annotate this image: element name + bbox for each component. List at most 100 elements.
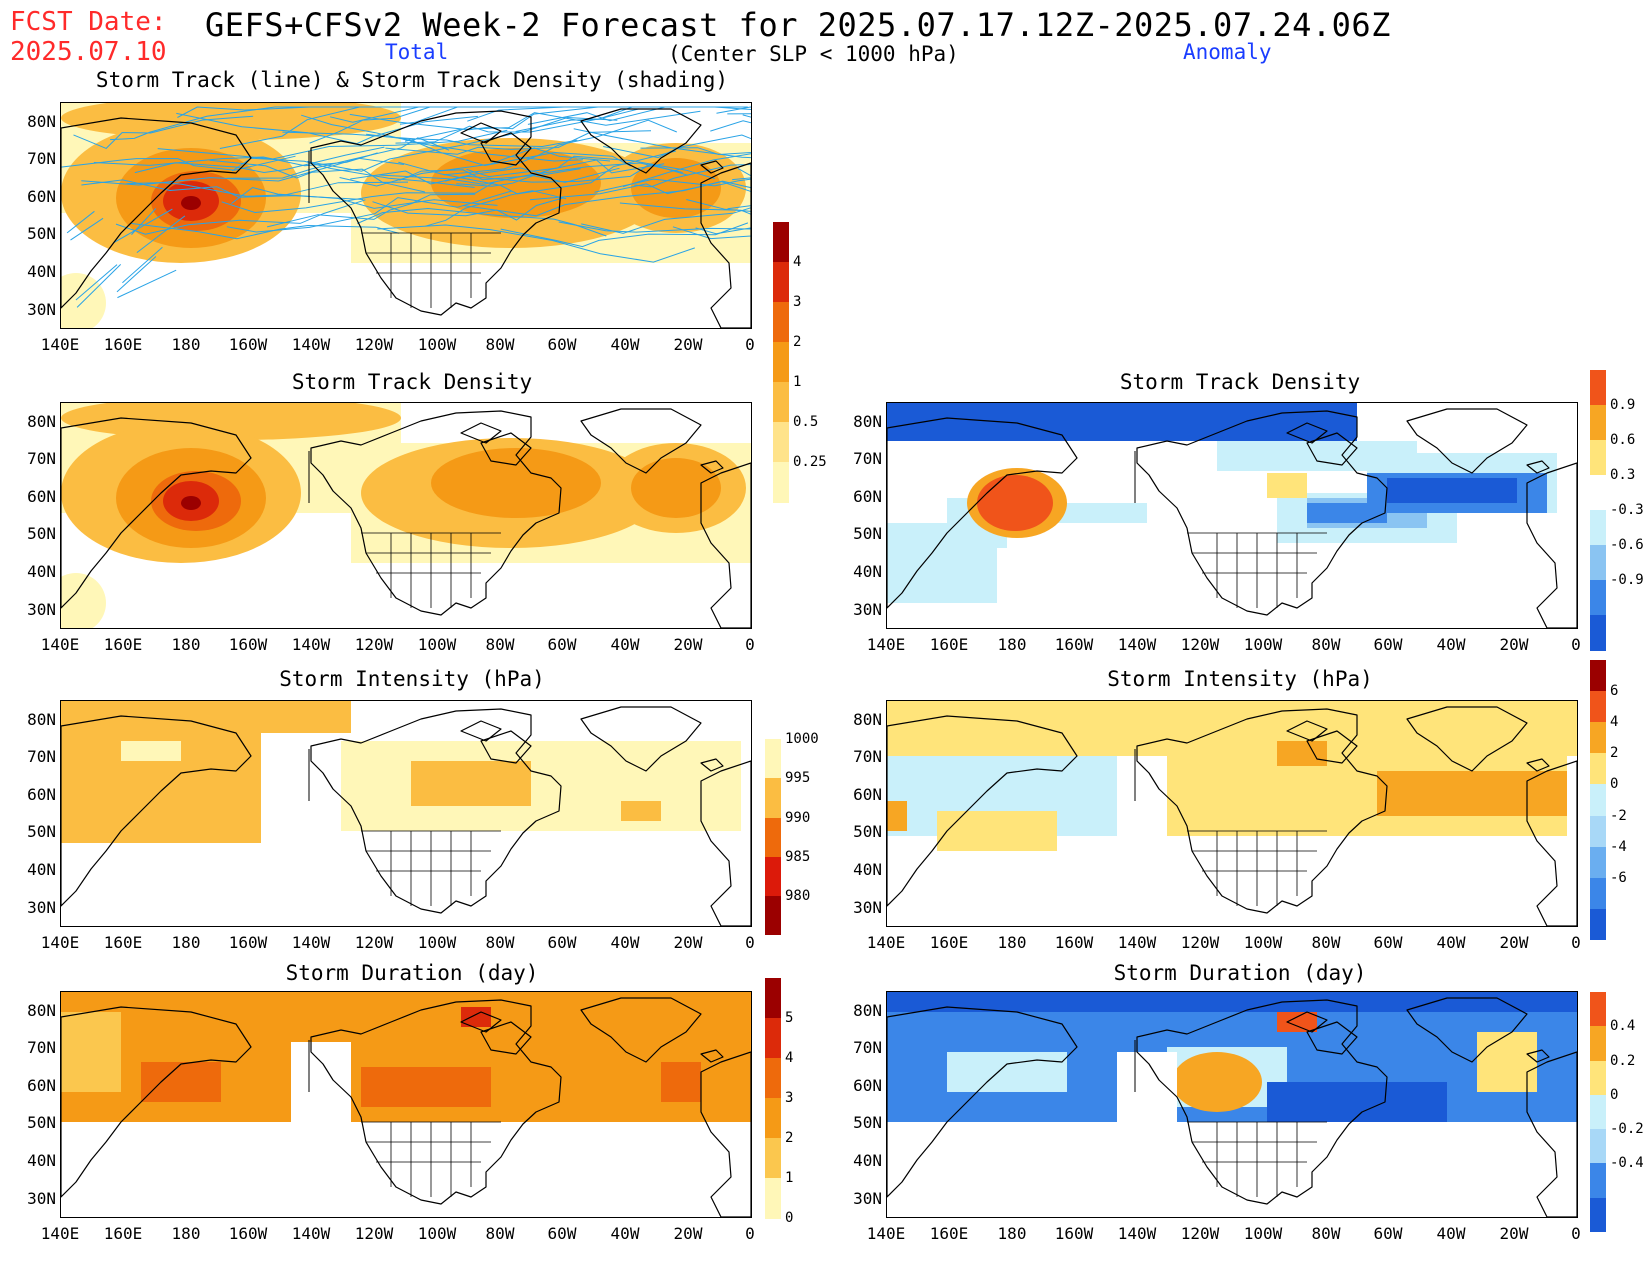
lat-tick-label: 80N	[853, 710, 882, 729]
colorbar-segment	[773, 422, 789, 463]
lon-tick-label: 40W	[610, 335, 640, 354]
lat-tick-label: 50N	[853, 822, 882, 841]
lon-tick-label: 140E	[40, 933, 80, 952]
lat-tick-label: 50N	[27, 1113, 56, 1132]
colorbar-tick-label: 995	[785, 770, 811, 787]
colorbar-segment	[765, 739, 781, 779]
lon-tick-label: 40W	[1436, 933, 1466, 952]
colorbar-segment	[1590, 510, 1606, 546]
colorbar-segment	[1590, 580, 1606, 616]
coastline-outlines	[887, 706, 1577, 926]
colorbar-tick-label: 3	[793, 294, 802, 310]
lon-tick-label: 140W	[1117, 1224, 1157, 1243]
lon-tick-label: 40W	[610, 933, 640, 952]
panel-title-intensity-anomaly: Storm Intensity (hPa)	[1107, 667, 1373, 691]
lon-tick-label: 160W	[228, 1224, 268, 1243]
lon-tick-label: 160E	[929, 1224, 969, 1243]
colorbar-segment	[1590, 908, 1606, 941]
shading-cell	[1477, 1032, 1537, 1092]
lon-tick-label: 140W	[1117, 933, 1157, 952]
lat-tick-label: 30N	[27, 898, 56, 917]
colorbar-tick-label: 4	[1610, 714, 1619, 731]
lon-tick-label: 100W	[417, 335, 457, 354]
map-panel-track-total	[60, 102, 752, 329]
lon-tick-label: 20W	[1499, 1224, 1529, 1243]
lat-tick-label: 30N	[853, 898, 882, 917]
lon-tick-label: 60W	[547, 635, 577, 654]
coastline-outlines	[61, 706, 751, 926]
colorbar-segment	[1590, 1026, 1606, 1062]
colorbar-tick-label: 4	[793, 254, 802, 270]
colorbar-segment	[1590, 691, 1606, 723]
lon-tick-label: 160W	[1054, 1224, 1094, 1243]
lon-tick-label: 160E	[103, 1224, 143, 1243]
colorbar-duration-total: 0 1 2 3 4 5	[765, 978, 793, 1226]
panel-title-duration-total: Storm Duration (day)	[285, 961, 539, 985]
colorbar-tick-label: 990	[785, 809, 811, 826]
lon-tick-label: 140E	[40, 1224, 80, 1243]
lon-tick-label: 140W	[1117, 635, 1157, 654]
shading-cell	[1377, 771, 1567, 816]
lon-tick-label: 0	[745, 635, 755, 654]
lon-tick-label: 140W	[291, 635, 331, 654]
colorbar-tick-label: 0.5	[793, 414, 819, 430]
lat-tick-label: 70N	[853, 449, 882, 468]
shading-cell	[61, 1012, 121, 1092]
lat-tick-label: 80N	[27, 112, 56, 131]
colorbar-segment	[773, 222, 789, 263]
colorbar-tick-label: 980	[785, 887, 811, 904]
coastline-outlines	[61, 408, 751, 628]
colorbar-tick-label: 2	[1610, 745, 1619, 762]
colorbar-segment	[765, 700, 781, 740]
lat-tick-label: 60N	[853, 487, 882, 506]
colorbar-tick-label: -2	[1610, 807, 1627, 824]
coastline-outlines	[61, 997, 751, 1217]
colorbar-segment	[765, 1018, 781, 1059]
colorbar-segment	[1590, 475, 1606, 511]
shading-cell	[61, 992, 751, 1000]
shading-cell	[887, 701, 1577, 756]
panel-title-track-total: Storm Track (line) & Storm Track Density…	[95, 68, 729, 92]
lon-tick-label: 140W	[291, 933, 331, 952]
subtitle: (Center SLP < 1000 hPa)	[668, 42, 959, 66]
shading-cell	[937, 811, 1057, 851]
colorbar-tick-label: 0.25	[793, 454, 827, 470]
shading-cell	[887, 403, 1357, 441]
lon-tick-label: 60W	[547, 1224, 577, 1243]
shading-region	[61, 573, 106, 628]
colorbar-tick-label: 0.2	[1610, 1052, 1636, 1069]
lon-tick-label: 160W	[1054, 635, 1094, 654]
panel-title-density-anomaly: Storm Track Density	[1119, 370, 1361, 394]
shading-cell	[1307, 503, 1387, 523]
lon-tick-label: 100W	[1243, 933, 1283, 952]
colorbar-segment	[1590, 1129, 1606, 1164]
colorbar-segment	[1590, 1094, 1606, 1130]
lon-tick-label: 180	[997, 1224, 1027, 1243]
lon-tick-label: 180	[997, 635, 1027, 654]
map-panel-duration-anomaly	[886, 991, 1578, 1218]
lat-tick-label: 50N	[853, 524, 882, 543]
colorbar-segment	[1590, 753, 1606, 785]
colorbar-segment	[1590, 1060, 1606, 1096]
lon-tick-label: 120W	[1180, 933, 1220, 952]
lon-tick-label: 0	[1571, 635, 1581, 654]
shading-cell	[661, 1062, 701, 1102]
lon-tick-label: 60W	[1373, 933, 1403, 952]
colorbar-tick-label: 1000	[785, 731, 819, 748]
lon-tick-label: 140E	[40, 335, 80, 354]
lat-tick-label: 40N	[27, 1151, 56, 1170]
state-borders	[1134, 749, 1327, 906]
colorbar-segment	[765, 1138, 781, 1179]
lon-tick-label: 120W	[354, 335, 394, 354]
colorbar-tick-label: 0.4	[1610, 1018, 1636, 1035]
shading-cell	[1277, 1012, 1317, 1032]
coastline-outlines	[887, 997, 1577, 1217]
lon-tick-label: 100W	[1243, 1224, 1283, 1243]
lat-tick-label: 30N	[27, 1189, 56, 1208]
colorbar-segment	[773, 262, 789, 303]
lon-tick-label: 80W	[485, 933, 515, 952]
lon-tick-label: 80W	[1311, 1224, 1341, 1243]
lon-tick-label: 0	[1571, 933, 1581, 952]
colorbar-tick-label: 0	[1610, 1086, 1619, 1103]
shading-cell	[121, 741, 181, 761]
